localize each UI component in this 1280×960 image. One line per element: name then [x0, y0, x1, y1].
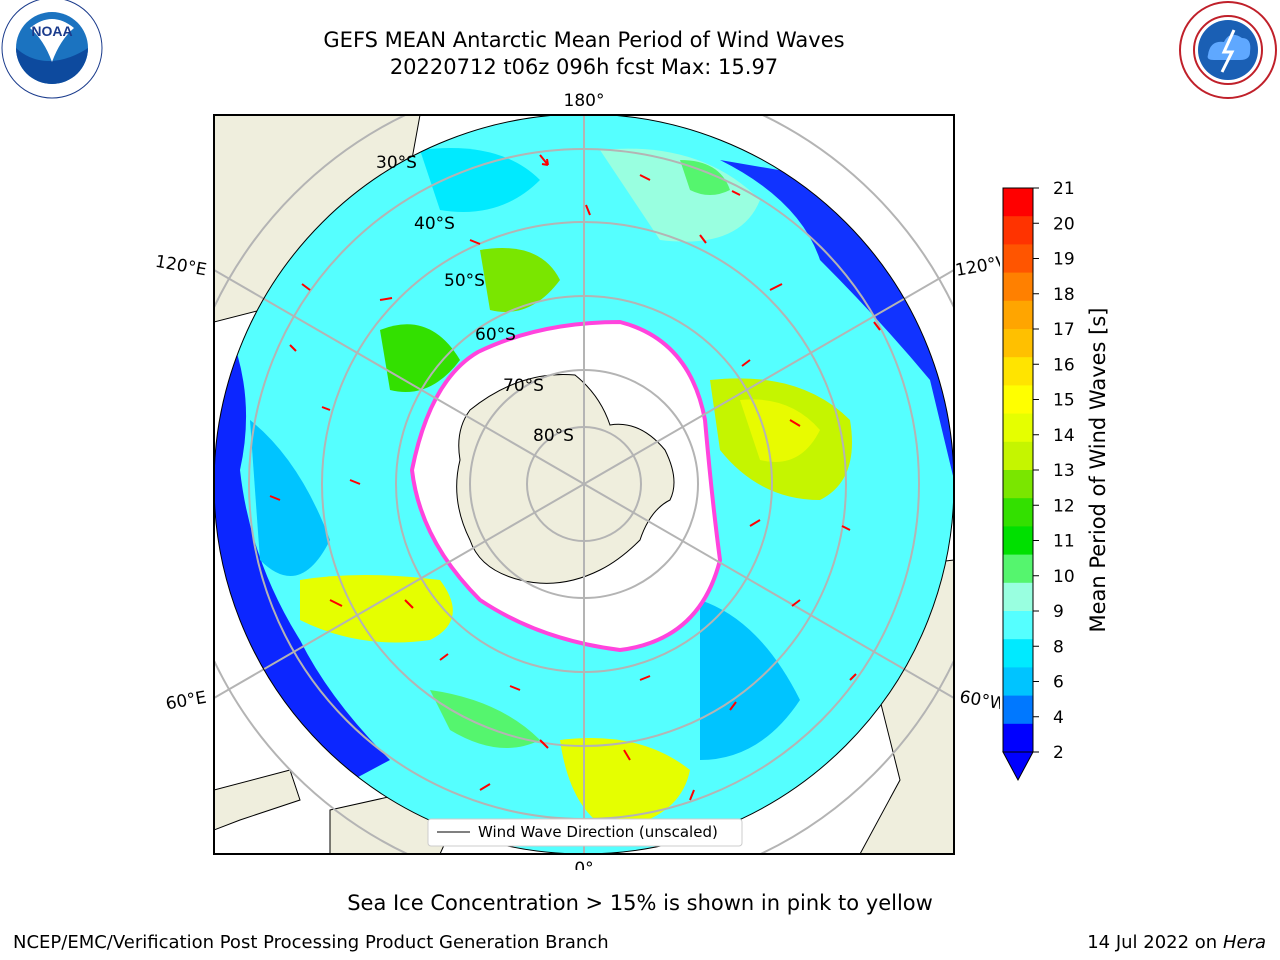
- colorbar-tick-label: 15: [1053, 391, 1075, 411]
- colorbar-segment: [1003, 470, 1033, 499]
- lon-label-180: 180°: [564, 91, 605, 111]
- colorbar-tick-label: 6: [1053, 673, 1064, 693]
- colorbar-tick-label: 19: [1053, 250, 1075, 270]
- colorbar-tick-label: 18: [1053, 285, 1075, 305]
- colorbar-segment: [1003, 582, 1033, 612]
- colorbar-segment: [1003, 639, 1033, 668]
- svg-text:NOAA: NOAA: [31, 23, 72, 39]
- chart-subtitle: 20220712 t06z 096h fcst Max: 15.97: [389, 55, 779, 79]
- colorbar-tick-label: 11: [1053, 532, 1075, 552]
- nws-logo: [1179, 1, 1277, 99]
- colorbar-segment: [1003, 300, 1033, 330]
- polar-map: Wind Wave Direction (unscaled) 180° 0° 1…: [154, 91, 1000, 870]
- lat-label: 70°S: [503, 376, 544, 396]
- colorbar-segment: [1003, 498, 1033, 527]
- colorbar-segment: [1003, 413, 1033, 443]
- colorbar-segment: [1003, 244, 1033, 274]
- colorbar-tick-label: 13: [1053, 461, 1075, 481]
- colorbar-tick-label: 2: [1053, 743, 1064, 763]
- colorbar: 21 20 19 18 17 16 15 14 13 12 11 10 9 8 6 4 2: [1002, 179, 1075, 782]
- colorbar-segment: [1003, 723, 1033, 753]
- wind-wave-arrows: [269, 154, 881, 801]
- colorbar-tick-label: 4: [1053, 708, 1064, 728]
- lat-label: 60°S: [475, 325, 516, 345]
- footer-host: Hera: [1222, 932, 1266, 953]
- lat-label: 50°S: [444, 271, 485, 291]
- colorbar-segment: [1003, 385, 1033, 415]
- colorbar-segment: [1003, 272, 1033, 302]
- colorbar-segment: [1003, 441, 1033, 471]
- sea-ice-note: Sea Ice Concentration > 15% is shown in …: [347, 891, 933, 915]
- footer-date: 14 Jul 2022 on Hera: [1087, 932, 1266, 953]
- noaa-logo: NOAA: [1, 0, 103, 99]
- map-legend-label: Wind Wave Direction (unscaled): [478, 823, 718, 841]
- colorbar-tick-label: 10: [1053, 567, 1075, 587]
- colorbar-segment: [1003, 357, 1033, 386]
- colorbar-segment: [1003, 188, 1033, 217]
- colorbar-segment: [1003, 695, 1033, 725]
- footer-credit: NCEP/EMC/Verification Post Processing Pr…: [13, 932, 609, 953]
- colorbar-tick-label: 12: [1053, 496, 1075, 516]
- lat-label: 30°S: [376, 153, 417, 173]
- lat-label: 80°S: [533, 426, 574, 446]
- colorbar-segment: [1003, 216, 1033, 245]
- colorbar-segment: [1003, 526, 1033, 556]
- colorbar-segment: [1003, 611, 1033, 640]
- lon-label-0: 0°: [574, 859, 593, 870]
- colorbar-tick-label: 8: [1053, 637, 1064, 657]
- colorbar-tick-label: 20: [1053, 214, 1075, 234]
- colorbar-tick-label: 9: [1053, 602, 1064, 622]
- footer-date-text: 14 Jul 2022 on: [1087, 932, 1223, 953]
- colorbar-title: Mean Period of Wind Waves [s]: [1086, 307, 1110, 633]
- colorbar-tick-label: 21: [1053, 179, 1075, 199]
- lat-label: 40°S: [414, 214, 455, 234]
- colorbar-tick-label: 14: [1053, 426, 1075, 446]
- colorbar-segment: [1003, 667, 1033, 697]
- chart-title: GEFS MEAN Antarctic Mean Period of Wind …: [323, 28, 845, 52]
- colorbar-tick-label: 17: [1053, 320, 1075, 340]
- colorbar-tick-label: 16: [1053, 355, 1075, 375]
- colorbar-segment: [1003, 554, 1033, 584]
- colorbar-segment: [1003, 329, 1033, 358]
